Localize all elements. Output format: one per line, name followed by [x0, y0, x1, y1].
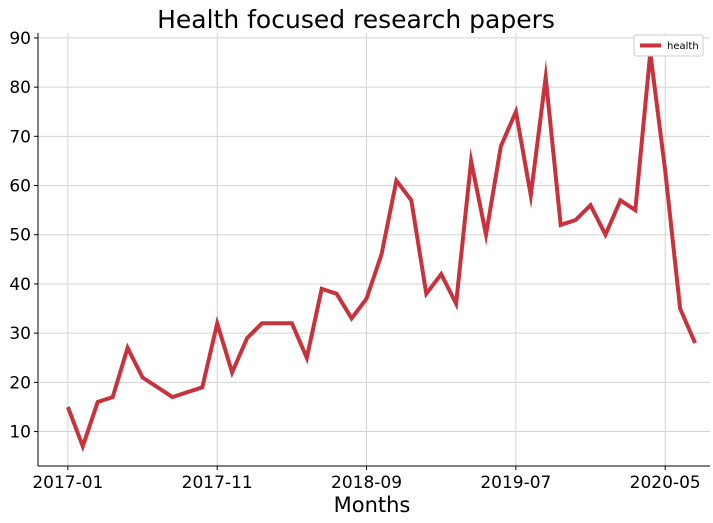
data-point — [633, 208, 637, 212]
x-tick-label: 2020-05 — [630, 473, 701, 493]
data-point — [335, 292, 339, 296]
data-point — [365, 297, 369, 301]
series-group — [66, 34, 697, 453]
legend: health — [633, 34, 704, 57]
x-tick-label: 2017-01 — [32, 473, 103, 493]
y-tick-label: 30 — [9, 324, 31, 344]
data-point — [544, 75, 548, 79]
data-point — [111, 395, 115, 399]
data-point — [514, 110, 518, 114]
data-point — [126, 346, 130, 350]
y-tick-label: 70 — [9, 127, 31, 147]
data-point — [66, 405, 70, 409]
y-tick-label: 80 — [9, 78, 31, 98]
grid — [38, 33, 710, 466]
series-line-health — [66, 34, 697, 453]
data-point — [290, 321, 294, 325]
data-point — [439, 272, 443, 276]
data-point — [230, 371, 234, 375]
x-tick-label: 2019-07 — [480, 473, 551, 493]
y-tick-label: 90 — [9, 29, 31, 49]
data-point — [424, 292, 428, 296]
data-point — [320, 287, 324, 291]
chart-title: Health focused research papers — [157, 5, 555, 34]
data-point — [394, 179, 398, 183]
data-point — [663, 169, 667, 173]
data-point — [469, 159, 473, 163]
y-tick-label: 40 — [9, 275, 31, 295]
data-point — [529, 193, 533, 197]
y-tick-label: 50 — [9, 226, 31, 246]
data-point — [200, 385, 204, 389]
data-point — [484, 233, 488, 237]
data-point — [574, 218, 578, 222]
data-point — [215, 321, 219, 325]
data-point — [245, 336, 249, 340]
data-point — [260, 321, 264, 325]
x-tick-label: 2017-11 — [182, 473, 253, 493]
data-point — [379, 252, 383, 256]
data-point — [170, 395, 174, 399]
data-point — [499, 144, 503, 148]
data-point — [454, 302, 458, 306]
x-tick-label: 2018-09 — [331, 473, 402, 493]
y-tick-label: 20 — [9, 373, 31, 393]
data-point — [350, 316, 354, 320]
x-axis-label: Months — [334, 493, 411, 517]
legend-box — [633, 34, 704, 57]
data-point — [589, 203, 593, 207]
y-tick-label: 60 — [9, 177, 31, 197]
data-point — [81, 444, 85, 448]
data-point — [305, 356, 309, 360]
legend-label: health — [667, 41, 699, 52]
data-point — [409, 198, 413, 202]
axes: 10 20 30 40 50 60 70 80 90 2017-01 2017-11 2018-09 2… — [9, 29, 710, 493]
data-point — [96, 400, 100, 404]
data-point — [141, 375, 145, 379]
data-point — [559, 223, 563, 227]
data-point — [693, 341, 697, 345]
data-point — [678, 307, 682, 311]
data-point — [618, 198, 622, 202]
y-tick-label: 10 — [9, 423, 31, 443]
data-point — [603, 233, 607, 237]
